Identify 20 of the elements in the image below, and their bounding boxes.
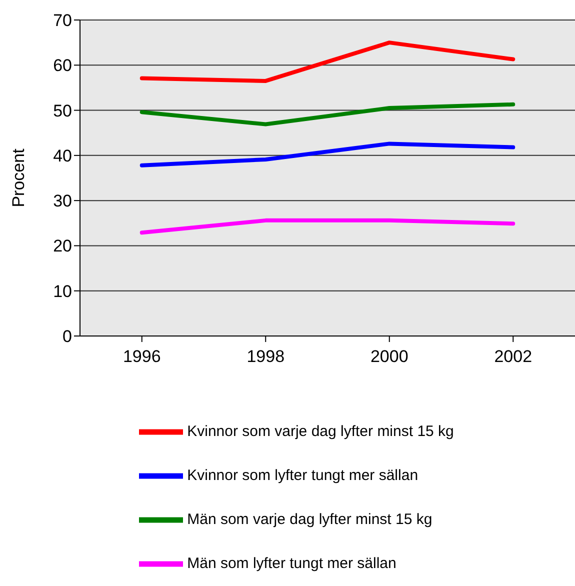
y-tick-label: 30: [53, 192, 72, 211]
x-tick-label: 2002: [494, 347, 532, 366]
line-series: [140, 142, 516, 168]
y-tick-label: 50: [53, 101, 72, 120]
legend-label: Män som varje dag lyfter minst 15 kg: [187, 511, 432, 528]
y-tick-label: 10: [53, 282, 72, 301]
legend-label: Kvinnor som varje dag lyfter minst 15 kg: [187, 423, 454, 440]
legend-label: Kvinnor som lyfter tungt mer sällan: [187, 467, 418, 484]
line-series: [140, 102, 516, 126]
y-axis-title: Procent: [9, 148, 28, 208]
x-tick-label: 1998: [246, 347, 285, 366]
x-tick-label: 2000: [370, 347, 408, 366]
y-tick-label: 40: [53, 146, 72, 166]
y-tick-label: 20: [53, 236, 72, 256]
legend-label: Män som lyfter tungt mer sällan: [187, 555, 396, 572]
line-series: [140, 40, 516, 83]
y-tick-label: 60: [53, 56, 72, 76]
y-tick-label: 70: [53, 11, 72, 30]
y-tick-label: 0: [62, 327, 72, 346]
x-tick-label: 1996: [122, 347, 161, 366]
